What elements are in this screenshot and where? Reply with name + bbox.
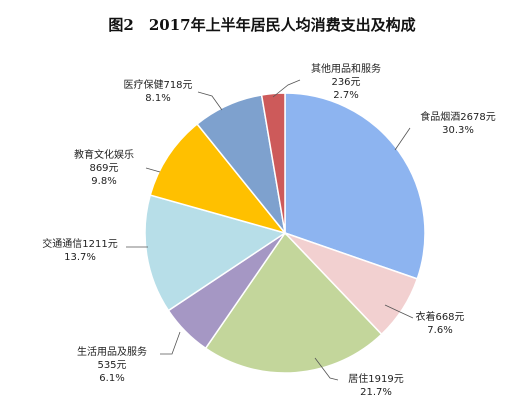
pie-slices: [144, 92, 426, 374]
leader-lines: [126, 79, 414, 381]
slice-label-7: 医疗保健718元 8.1%: [123, 78, 192, 104]
leader-line-1: [394, 127, 411, 151]
pie-slice-8: [260, 92, 286, 234]
slice-label-line: 生活用品及服务: [77, 345, 147, 358]
slice-label-line: 869元: [89, 163, 118, 174]
slice-label-line: 21.7%: [360, 387, 392, 398]
slice-label-8: 其他用品和服务 236元 2.7%: [311, 62, 381, 101]
slice-labels: 食品烟酒2678元 30.3% 衣着668元 7.6% 居住1919元 21.7% 生活用品…: [42, 62, 495, 398]
slice-label-line: 30.3%: [442, 125, 474, 136]
pie-slice-5: [144, 194, 287, 312]
slice-label-line: 535元: [97, 360, 126, 371]
leader-line-6: [145, 167, 161, 173]
slice-label-line: 衣着668元: [415, 310, 464, 323]
slice-label-line: 教育文化娱乐: [74, 148, 134, 161]
slice-label-line: 食品烟酒2678元: [420, 110, 495, 123]
leader-line-7: [197, 91, 223, 111]
pie-slice-6: [149, 122, 288, 235]
slice-label-4: 生活用品及服务 535元 6.1%: [77, 345, 147, 384]
chart-title: 图2 2017年上半年居民人均消费支出及构成: [108, 16, 415, 34]
leader-line-2: [384, 304, 414, 319]
slice-label-6: 教育文化娱乐 869元 9.8%: [74, 148, 134, 187]
slice-label-line: 医疗保健718元: [123, 78, 192, 91]
slice-label-line: 6.1%: [99, 373, 124, 384]
slice-label-3: 居住1919元 21.7%: [348, 372, 403, 398]
pie-slice-3: [204, 231, 383, 374]
slice-label-line: 13.7%: [64, 252, 96, 263]
slice-label-line: 8.1%: [145, 93, 170, 104]
slice-label-2: 衣着668元 7.6%: [415, 310, 464, 336]
slice-label-line: 2.7%: [333, 90, 358, 101]
leader-line-3: [314, 357, 339, 381]
slice-label-line: 236元: [331, 77, 360, 88]
slice-label-line: 居住1919元: [348, 372, 403, 385]
slice-label-line: 交通通信1211元: [42, 237, 117, 250]
slice-label-1: 食品烟酒2678元 30.3%: [420, 110, 495, 136]
slice-label-line: 7.6%: [427, 325, 452, 336]
leader-line-8: [272, 79, 301, 98]
pie-slice-1: [284, 92, 426, 280]
slice-label-5: 交通通信1211元 13.7%: [42, 237, 117, 263]
slice-label-line: 其他用品和服务: [311, 62, 381, 75]
leader-line-4: [160, 331, 181, 355]
slice-label-line: 9.8%: [91, 176, 116, 187]
